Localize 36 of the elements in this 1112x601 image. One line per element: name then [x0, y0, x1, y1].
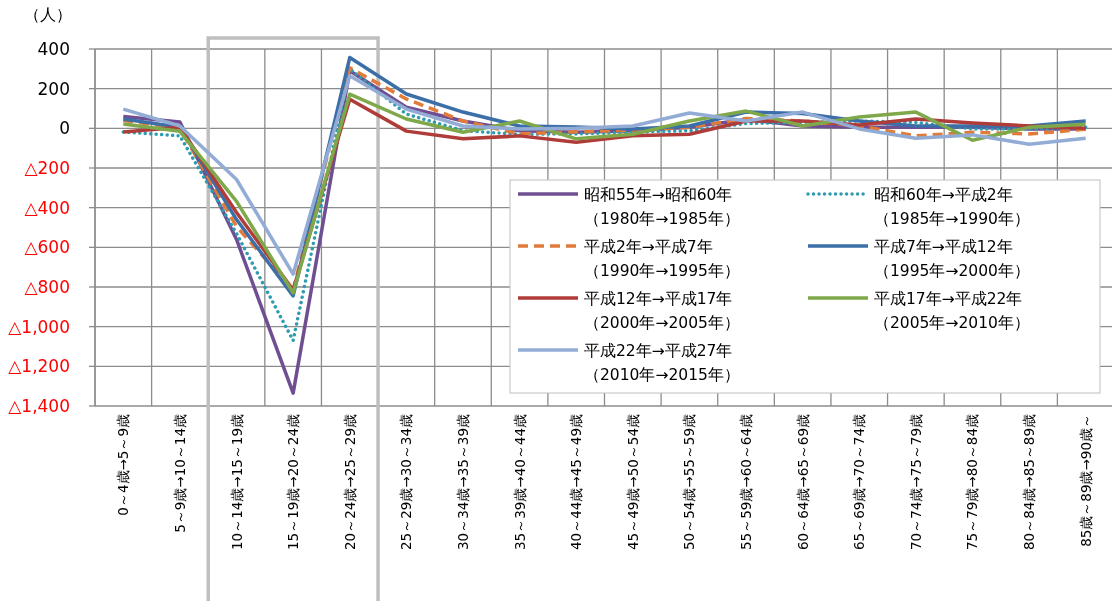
- x-tick-label: 35～39歳→40～44歳: [511, 414, 528, 551]
- x-tick-label: 0～4歳→5～9歳: [115, 414, 132, 516]
- legend-label: 平成7年→平成12年（1995年→2000年）: [874, 238, 1030, 280]
- legend-label: 平成2年→平成7年（1990年→1995年）: [584, 238, 740, 280]
- y-tick-label: 200: [37, 78, 70, 99]
- y-tick-label: △600: [24, 237, 70, 258]
- x-tick-label: 25～29歳→30～34歳: [398, 414, 415, 551]
- x-tick-label: 10～14歳→15～19歳: [228, 414, 245, 551]
- y-tick-label: △1,400: [8, 396, 70, 416]
- y-tick-label: △1,200: [8, 356, 70, 377]
- y-tick-label: 400: [37, 39, 70, 59]
- y-axis-title: （人）: [24, 5, 72, 24]
- x-tick-label: 45～49歳→50～54歳: [624, 414, 641, 551]
- y-tick-label: 0: [59, 118, 70, 139]
- legend-label: 平成12年→平成17年（2000年→2005年）: [584, 290, 740, 332]
- x-tick-label: 50～54歳→55～59歳: [681, 414, 698, 551]
- x-tick-label: 85歳～89歳→90歳～: [1077, 414, 1094, 547]
- x-tick-label: 40～44歳→45～49歳: [568, 414, 585, 551]
- x-tick-label: 55～59歳→60～64歳: [738, 414, 755, 551]
- x-tick-label: 60～64歳→65～69歳: [794, 414, 811, 551]
- x-tick-label: 70～74歳→75～79歳: [907, 414, 924, 551]
- legend-label: 昭和60年→平成2年（1985年→1990年）: [874, 186, 1030, 228]
- y-tick-label: △400: [24, 197, 70, 218]
- x-tick-label: 20～24歳→25～29歳: [341, 414, 358, 551]
- x-tick-label: 15～19歳→20～24歳: [285, 414, 302, 551]
- x-tick-label: 30～34歳→35～39歳: [454, 414, 471, 551]
- x-tick-label: 80～84歳→85～89歳: [1021, 414, 1038, 551]
- legend-label: 平成22年→平成27年（2010年→2015年）: [584, 342, 740, 384]
- x-tick-label: 75～79歳→80～84歳: [964, 414, 981, 551]
- y-tick-label: △200: [24, 158, 70, 178]
- legend-label: 平成17年→平成22年（2005年→2010年）: [874, 290, 1030, 332]
- y-tick-label: △1,000: [8, 316, 70, 337]
- x-tick-label: 5～9歳→10～14歳: [171, 414, 188, 533]
- legend-label: 昭和55年→昭和60年（1980年→1985年）: [584, 186, 740, 228]
- y-tick-label: △800: [24, 277, 70, 297]
- x-tick-label: 65～69歳→70～74歳: [851, 414, 868, 551]
